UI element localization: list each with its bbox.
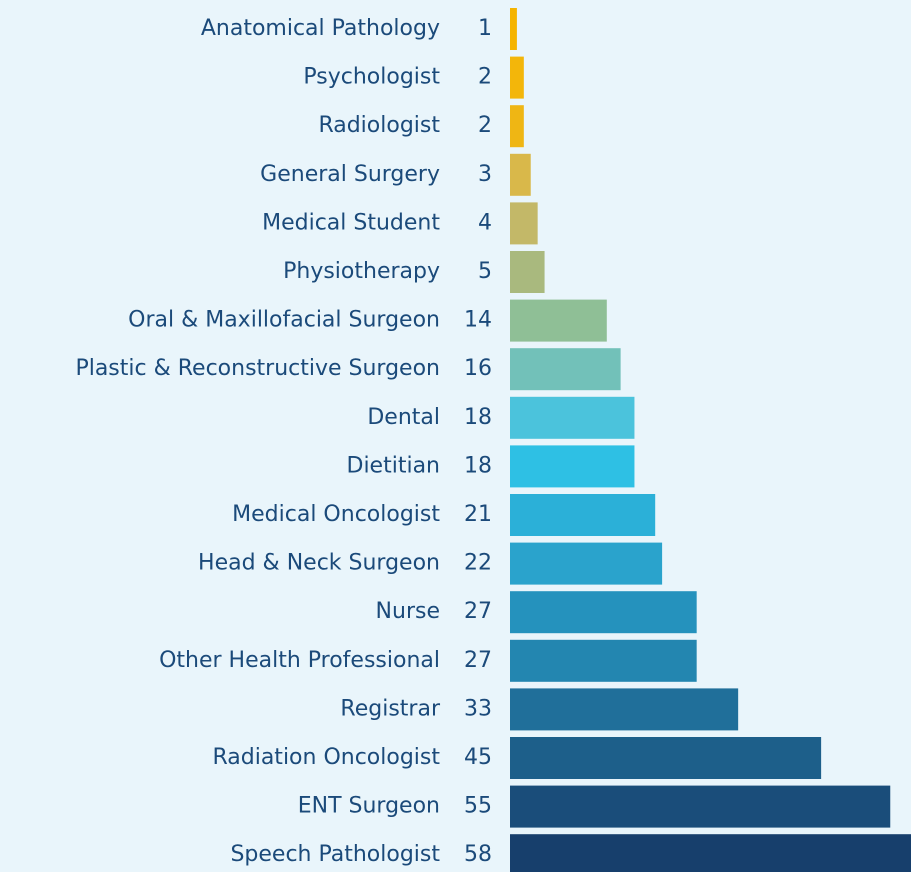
category-label: Radiation Oncologist (212, 745, 440, 770)
category-label: Psychologist (303, 65, 440, 90)
value-label: 22 (464, 551, 492, 576)
category-label: Medical Oncologist (232, 502, 440, 527)
value-label: 27 (464, 648, 492, 673)
category-label: Nurse (376, 599, 440, 624)
value-label: 27 (464, 599, 492, 624)
value-label: 21 (464, 502, 492, 527)
category-label: Physiotherapy (283, 259, 440, 284)
bar (510, 688, 739, 731)
category-label: Head & Neck Surgeon (198, 551, 440, 576)
value-label: 2 (478, 113, 492, 138)
value-label: 45 (464, 745, 492, 770)
bar (510, 299, 607, 342)
category-label: Dietitian (347, 453, 441, 478)
bar (510, 153, 531, 196)
value-label: 4 (478, 210, 492, 235)
category-label: Medical Student (262, 210, 440, 235)
value-label: 2 (478, 65, 492, 90)
bar (510, 251, 545, 293)
value-label: 14 (464, 308, 492, 333)
value-label: 18 (464, 453, 492, 478)
value-label: 18 (464, 405, 492, 430)
category-label: Radiologist (318, 113, 440, 138)
value-label: 3 (478, 162, 492, 187)
bar (510, 56, 524, 99)
bar (510, 445, 635, 488)
value-label: 16 (464, 356, 492, 381)
category-label: General Surgery (260, 162, 440, 187)
value-label: 1 (478, 16, 492, 41)
category-label: Other Health Professional (159, 648, 440, 673)
category-label: Oral & Maxillofacial Surgeon (128, 308, 440, 333)
bar (510, 785, 891, 828)
bar (510, 494, 656, 536)
category-label: Speech Pathologist (230, 842, 440, 867)
value-label: 58 (464, 842, 492, 867)
category-label: Dental (367, 405, 440, 430)
bar (510, 834, 911, 872)
bar (510, 639, 697, 682)
category-label: Plastic & Reconstructive Surgeon (75, 356, 440, 381)
bar (510, 105, 524, 148)
category-label: ENT Surgeon (298, 794, 440, 819)
bar (510, 396, 635, 439)
bar (510, 202, 538, 245)
bar (510, 348, 621, 391)
bar (510, 8, 517, 50)
value-label: 5 (478, 259, 492, 284)
value-label: 55 (464, 794, 492, 819)
bar (510, 737, 822, 779)
bar (510, 591, 697, 634)
category-label: Registrar (340, 696, 441, 721)
bar (510, 542, 663, 585)
category-label: Anatomical Pathology (201, 16, 440, 41)
value-label: 33 (464, 696, 492, 721)
